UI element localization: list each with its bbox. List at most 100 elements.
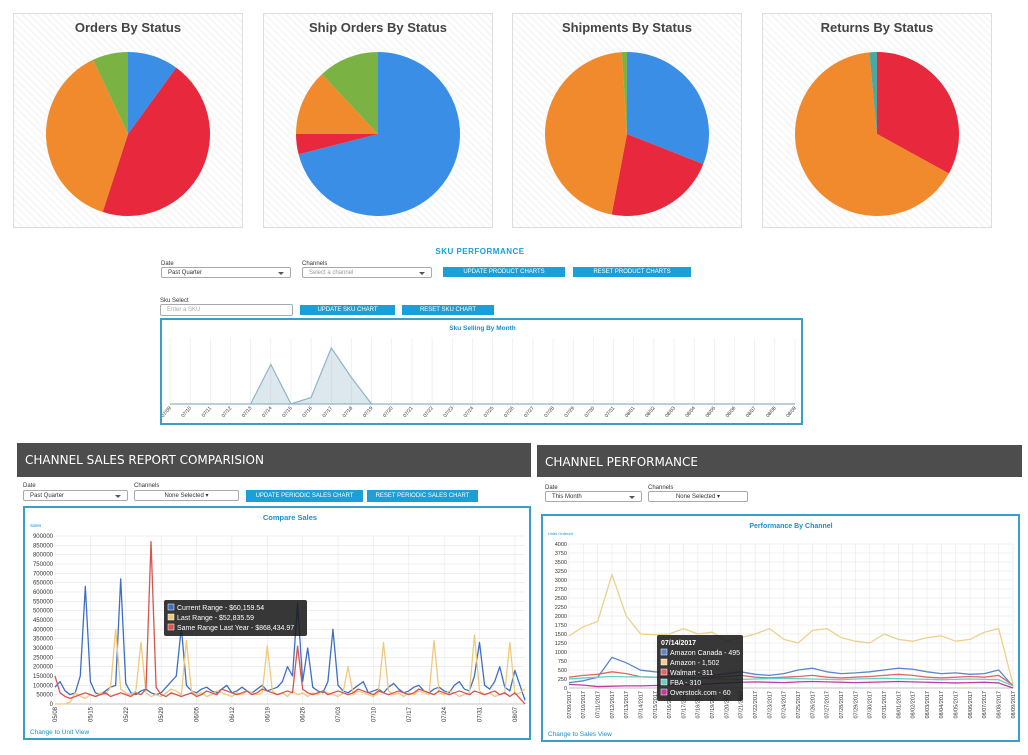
tooltip-swatch — [167, 613, 175, 621]
update-sku-button[interactable]: UPDATE SKU CHART — [300, 305, 395, 315]
date-select[interactable]: Past Quarter — [23, 490, 128, 501]
pie-card: Orders By Status — [13, 13, 243, 228]
chart-title: Returns By Status — [821, 20, 934, 35]
y-tick-label: 350000 — [33, 637, 54, 643]
tooltip-swatch — [660, 688, 668, 696]
y-tick-label: 3000 — [555, 578, 567, 584]
y-tick-label: 2500 — [555, 596, 567, 602]
x-tick-label: 07/09/2017 — [567, 691, 573, 719]
y-tick-label: 1750 — [555, 623, 567, 629]
x-tick-label: 07/25/2017 — [796, 691, 802, 719]
y-tick-label: 1000 — [555, 650, 567, 656]
x-tick-label: 08/08/2017 — [997, 691, 1003, 719]
y-tick-label: 250 — [558, 677, 567, 683]
x-tick-label: 07/23/2017 — [767, 691, 773, 719]
x-tick-label: 07/20 — [382, 405, 395, 419]
x-tick-label: 07/12/2017 — [610, 691, 616, 719]
y-tick-label: 2000 — [555, 614, 567, 620]
y-tick-label: 900000 — [33, 534, 54, 540]
tooltip-line: Current Range - $60,159.54 — [177, 605, 264, 612]
x-tick-label: 07/03 — [336, 706, 342, 722]
date-label: Date — [161, 261, 174, 267]
tooltip-line: Same Range Last Year - $868,434.97 — [177, 625, 294, 632]
x-tick-label: 08/07 — [513, 706, 519, 722]
x-tick-label: 08/07/2017 — [982, 691, 988, 719]
y-tick-label: 0 — [564, 686, 567, 692]
pie-card: Returns By Status — [762, 13, 992, 228]
y-tick-label: 500 — [558, 668, 567, 674]
y-tick-label: 800000 — [33, 553, 54, 559]
x-tick-label: 07/16 — [301, 405, 314, 419]
pie-slice — [627, 52, 709, 165]
panel-header: CHANNEL PERFORMANCE — [537, 445, 1022, 477]
pie-slice — [296, 74, 378, 134]
reset-button[interactable]: RESET PERIODIC SALES CHART — [367, 490, 478, 502]
y-tick-label: 3250 — [555, 569, 567, 575]
chart-title: Performance By Channel — [749, 523, 832, 530]
x-tick-label: 07/22/2017 — [753, 691, 759, 719]
channels-select[interactable]: None Selected ▾ — [648, 491, 748, 502]
channels-select[interactable]: Select a channel — [302, 267, 432, 278]
x-tick-label: 07/10 — [180, 405, 193, 419]
reset-button[interactable]: RESET PRODUCT CHARTS — [573, 267, 691, 277]
sales-view-link[interactable]: Change to Sales View — [548, 731, 612, 738]
tooltip-line: Overstock.com - 60 — [670, 690, 731, 697]
y-tick-label: 4000 — [555, 542, 567, 548]
sku-label: Sku Select — [160, 298, 189, 304]
x-tick-label: 07/13 — [241, 405, 254, 419]
pie-card: Ship Orders By Status — [263, 13, 493, 228]
x-tick-label: 07/17 — [407, 706, 413, 722]
x-tick-label: 06/12 — [230, 706, 236, 722]
x-tick-label: 07/16/2017 — [667, 691, 673, 719]
y-tick-label: 3750 — [555, 551, 567, 557]
y-tick-label: 500000 — [33, 609, 54, 615]
x-tick-label: 06/05 — [195, 706, 201, 722]
x-tick-label: 08/09 — [785, 405, 798, 419]
y-axis-label: Units Ordered — [548, 531, 573, 536]
pie-slice — [298, 52, 460, 216]
x-tick-label: 07/09 — [160, 405, 173, 419]
pie-slice — [128, 52, 177, 134]
x-tick-label: 07/26 — [503, 405, 516, 419]
x-tick-label: 07/28/2017 — [839, 691, 845, 719]
unit-view-link[interactable]: Change to Unit View — [30, 729, 89, 736]
x-tick-label: 05/22 — [124, 706, 130, 722]
pie-slice — [621, 52, 627, 134]
x-tick-label: 08/02/2017 — [911, 691, 917, 719]
chart-title: Ship Orders By Status — [309, 20, 447, 35]
x-tick-label: 08/03/2017 — [925, 691, 931, 719]
update-button[interactable]: UPDATE PERIODIC SALES CHART — [246, 490, 363, 502]
tooltip-line: Amazon - 1,502 — [670, 660, 720, 667]
update-button[interactable]: UPDATE PRODUCT CHARTS — [443, 267, 565, 277]
y-tick-label: 50000 — [36, 693, 53, 699]
channels-select[interactable]: None Selected ▾ — [134, 490, 239, 501]
x-tick-label: 07/27 — [523, 405, 536, 419]
x-tick-label: 07/24/2017 — [782, 691, 788, 719]
x-tick-label: 08/05 — [705, 405, 718, 419]
x-tick-label: 07/27/2017 — [825, 691, 831, 719]
pie-chart: Returns By Status — [795, 20, 959, 216]
pie-slice — [611, 134, 704, 216]
tooltip-swatch — [660, 668, 668, 676]
x-tick-label: 07/22 — [422, 405, 435, 419]
x-tick-label: 07/24 — [442, 706, 448, 722]
x-tick-label: 07/29 — [563, 405, 576, 419]
x-tick-label: 07/19 — [362, 405, 375, 419]
pie-slice — [321, 52, 378, 134]
x-tick-label: 08/09/2017 — [1011, 691, 1017, 719]
tooltip — [657, 635, 743, 701]
x-tick-label: 07/25 — [483, 405, 496, 419]
x-tick-label: 07/11/2017 — [595, 691, 601, 718]
x-tick-label: 07/11 — [201, 405, 214, 418]
sku-input[interactable]: Enter a SKU — [160, 304, 293, 316]
y-tick-label: 2750 — [555, 587, 567, 593]
date-select[interactable]: This Month — [545, 491, 642, 502]
channels-label: Channels — [302, 261, 328, 267]
date-select[interactable]: Past Quarter — [161, 267, 291, 278]
y-tick-label: 2250 — [555, 605, 567, 611]
tooltip-line: Walmart - 311 — [670, 670, 713, 677]
y-tick-label: 550000 — [33, 599, 54, 605]
reset-sku-button[interactable]: RESET SKU CHART — [402, 305, 494, 315]
tooltip-swatch — [660, 678, 668, 686]
